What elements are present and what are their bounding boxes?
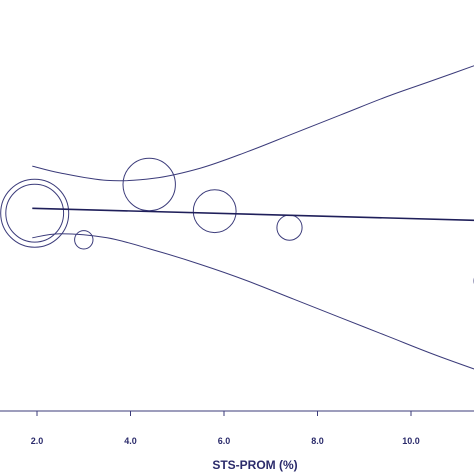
x-tick-label-2: 4.0: [124, 436, 137, 446]
x-tick-label-4: 8.0: [311, 436, 324, 446]
plot-area: [0, 65, 474, 370]
x-tick-label-3: 6.0: [218, 436, 231, 446]
study-bubble-3: [74, 230, 94, 250]
study-bubble-4: [122, 157, 176, 212]
study-bubble-6: [276, 214, 303, 241]
ci-upper-line: [32, 65, 474, 182]
ci-lower-line: [32, 233, 474, 370]
x-tick-label-1: 2.0: [31, 436, 44, 446]
study-bubble-5: [192, 189, 237, 234]
study-bubble-1: [0, 178, 70, 248]
x-tick-label-5: 10.0: [402, 436, 420, 446]
regression-line: [32, 207, 474, 222]
x-axis-title: STS-PROM (%): [212, 458, 297, 472]
study-bubble-2: [5, 183, 65, 243]
x-axis: 2.0 4.0 6.0 8.0 10.0: [0, 410, 474, 446]
